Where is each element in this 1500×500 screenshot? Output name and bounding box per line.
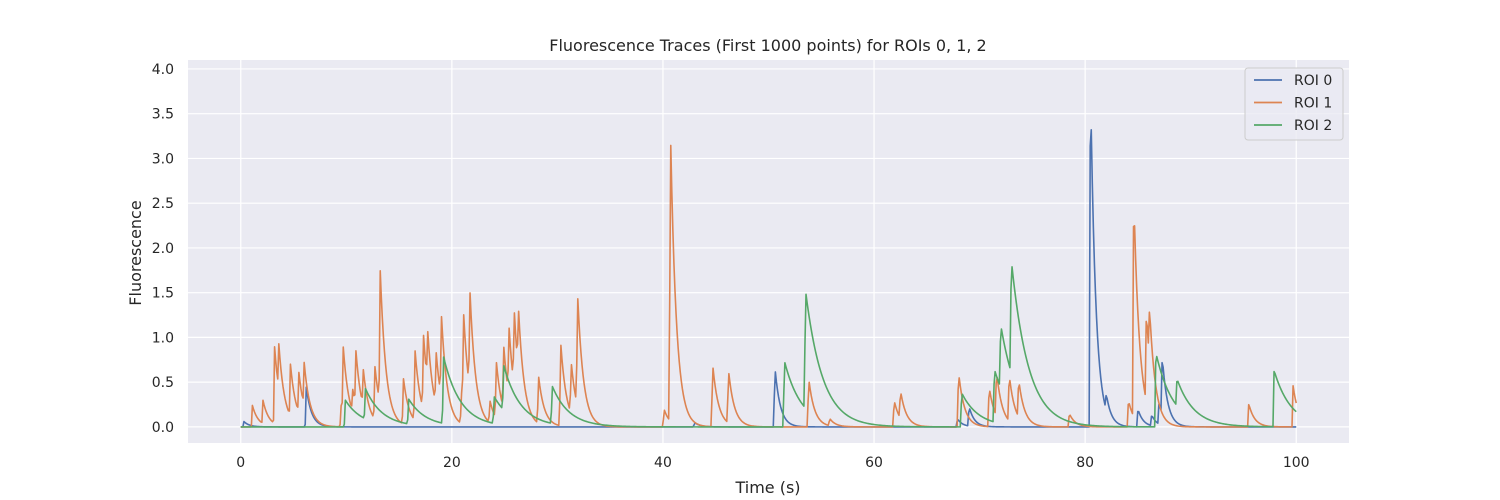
y-tick-label: 2.5 bbox=[152, 196, 174, 212]
x-tick-label: 80 bbox=[1076, 455, 1094, 471]
y-tick-label: 3.0 bbox=[152, 151, 174, 167]
legend-label-roi-1: ROI 1 bbox=[1294, 96, 1332, 112]
x-tick-label: 0 bbox=[236, 455, 245, 471]
y-tick-label: 1.0 bbox=[152, 330, 174, 346]
y-tick-label: 2.0 bbox=[152, 241, 174, 257]
y-axis-label: Fluorescence bbox=[126, 200, 145, 305]
series-line-roi-2 bbox=[240, 266, 1297, 428]
chart-title: Fluorescence Traces (First 1000 points) … bbox=[549, 36, 986, 55]
y-tick-label: 3.5 bbox=[152, 107, 174, 123]
x-tick-label: 60 bbox=[865, 455, 883, 471]
legend-label-roi-2: ROI 2 bbox=[1294, 118, 1332, 134]
legend: ROI 0 ROI 1 ROI 2 bbox=[1244, 67, 1344, 141]
legend-label-roi-0: ROI 0 bbox=[1294, 73, 1332, 89]
y-tick-label: 4.0 bbox=[152, 62, 174, 78]
legend-box bbox=[1244, 67, 1344, 141]
y-tick-label: 1.5 bbox=[152, 286, 174, 302]
tick-labels: 0 20 40 60 80 100 0.0 0.5 1.0 1.5 2.0 2.5 3.0 3.5 4.0 bbox=[152, 62, 1310, 471]
x-axis-label: Time (s) bbox=[734, 478, 800, 497]
series-lines bbox=[240, 129, 1298, 428]
y-tick-label: 0.0 bbox=[152, 420, 174, 436]
y-tick-label: 0.5 bbox=[152, 375, 174, 391]
x-tick-label: 20 bbox=[443, 455, 461, 471]
x-tick-label: 40 bbox=[654, 455, 672, 471]
x-tick-label: 100 bbox=[1283, 455, 1310, 471]
